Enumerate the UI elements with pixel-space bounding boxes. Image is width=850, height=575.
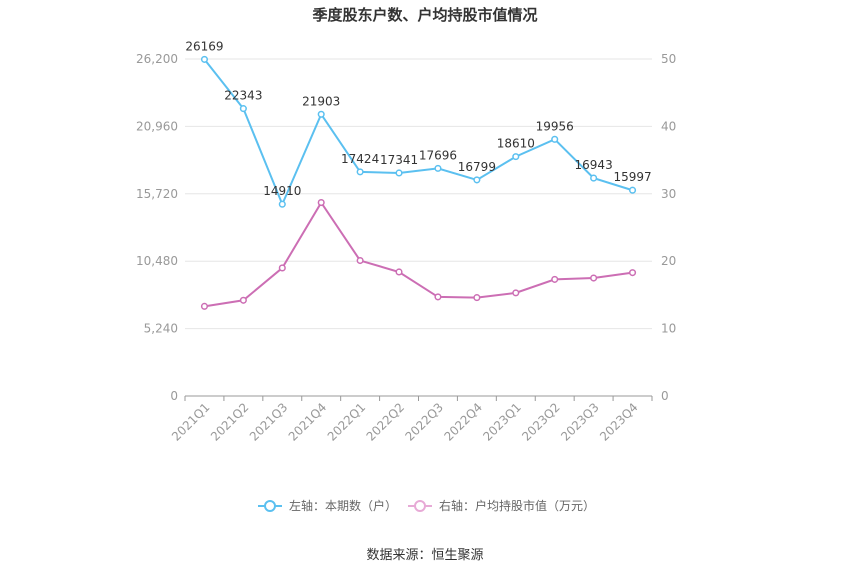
right-axis-tick-label: 20 [661,254,676,268]
data-label: 22343 [224,89,262,103]
legend-item-right-series[interactable]: 右轴：户均持股市值（万元） [408,498,595,513]
series-layer: 26169 22343 14910 21903 17424 17341 1769616799… [185,39,652,310]
data-point [356,168,364,176]
data-point [512,289,520,297]
data-point [434,164,442,172]
data-label: 21903 [302,94,340,108]
data-point [278,200,286,208]
x-axis-tick-label: 2021Q1 [169,400,213,444]
legend-marker-right [414,500,426,512]
legend-marker-left [264,500,276,512]
data-point [551,135,559,143]
data-point [590,274,598,282]
gridlines [184,58,653,401]
data-point [200,302,209,310]
data-label: 18610 [497,137,535,151]
x-axis-tick-label: 2021Q4 [286,400,330,444]
data-label: 14910 [263,184,301,198]
x-axis-tick-label: 2023Q1 [480,400,524,444]
legend-label-right: 右轴：户均持股市值（万元） [439,498,595,513]
x-axis-tick-label: 2022Q4 [441,400,485,444]
chart-title: 季度股东户数、户均持股市值情况 [312,6,537,24]
data-label: 15997 [613,170,651,184]
x-axis-tick-label: 2023Q4 [597,400,641,444]
data-point [590,174,598,182]
series-line-market-value [204,200,633,308]
legend-label-left: 左轴：本期数（户） [289,498,397,513]
x-axis-tick-label: 2023Q2 [519,400,563,444]
x-axis-ticks: 2021Q12021Q22021Q32021Q42022Q12022Q22022… [169,400,641,444]
data-point [512,153,520,161]
data-point [395,268,403,276]
source-note: 数据来源：恒生聚源 [366,548,483,563]
data-point [395,169,403,177]
legend-item-left-series[interactable]: 左轴：本期数（户） [258,498,397,513]
right-axis-tick-label: 0 [661,389,669,403]
data-label: 19956 [536,119,574,133]
x-axis-tick-label: 2022Q3 [403,400,447,444]
x-axis-tick-label: 2022Q2 [364,400,408,444]
x-axis-tick-label: 2021Q3 [247,400,291,444]
data-point [434,293,442,301]
data-label: 16799 [458,160,496,174]
left-axis-tick-label: 10,480 [136,254,178,268]
left-axis-tick-label: 5,240 [144,322,178,336]
left-axis-tick-label: 20,960 [136,119,178,133]
data-label: 16943 [575,158,613,172]
data-point [356,256,364,265]
left-axis-tick-label: 26,200 [136,52,178,66]
data-point [628,269,637,277]
left-axis-tick-label: 0 [170,389,178,403]
data-point [317,110,325,118]
legend[interactable]: 左轴：本期数（户） 右轴：户均持股市值（万元） [258,498,595,513]
x-axis-tick-label: 2023Q3 [558,400,602,444]
data-label: 17696 [419,148,457,162]
data-point [551,275,559,283]
data-label: 26169 [185,39,223,53]
right-axis-tick-label: 10 [661,322,676,336]
x-axis-tick-label: 2022Q1 [325,400,369,444]
right-axis-tick-label: 30 [661,187,676,201]
left-axis-tick-label: 15,720 [136,187,178,201]
x-axis-tick-label: 2021Q2 [208,400,252,444]
data-label: 17424 [341,152,379,166]
data-point [317,199,325,207]
right-axis-tick-label: 40 [661,119,676,133]
right-axis-ticks: 0 10 20 30 40 50 [661,52,676,403]
right-axis-tick-label: 50 [661,52,676,66]
data-label: 17341 [380,153,418,167]
data-point [473,176,481,184]
data-point [200,55,209,63]
data-point [239,105,247,113]
left-axis-ticks: 0 5,240 10,480 15,720 20,960 26,200 [136,52,178,403]
data-point [628,186,637,194]
data-point [473,294,481,302]
series-line-holders [203,58,633,207]
data-point [239,296,247,304]
data-point [278,264,286,272]
